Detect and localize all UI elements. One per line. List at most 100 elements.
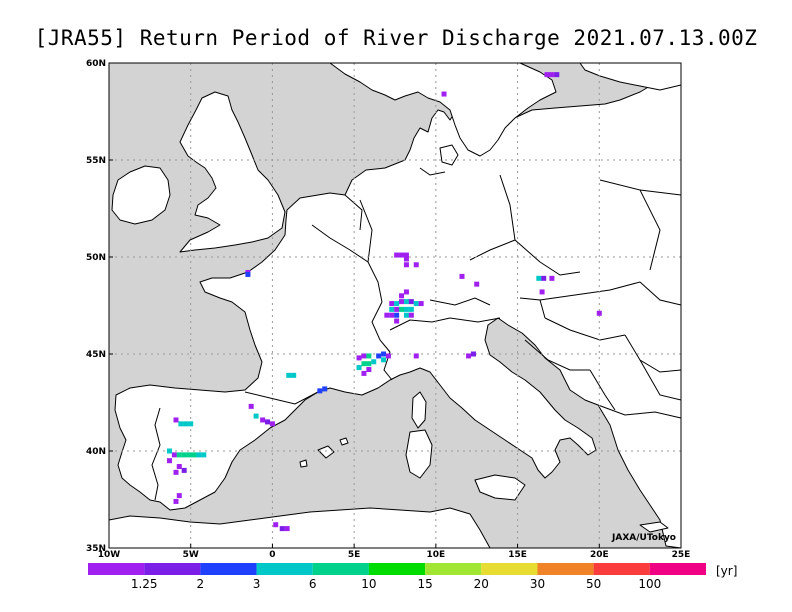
- border-bulgaria: [639, 359, 682, 401]
- discharge-marker: [201, 452, 207, 458]
- discharge-marker: [322, 386, 328, 392]
- border-spain-france: [244, 391, 319, 405]
- border-netherlands: [344, 194, 363, 231]
- lon-label: 5W: [183, 550, 199, 560]
- legend-swatch: [88, 563, 145, 575]
- land-sicily: [474, 474, 526, 501]
- discharge-marker: [554, 72, 560, 78]
- discharge-marker: [389, 301, 395, 307]
- land-corsica: [411, 391, 427, 429]
- discharge-marker: [381, 357, 387, 363]
- lat-label: 55N: [86, 156, 106, 166]
- lat-label: 35N: [86, 544, 106, 554]
- land-great-britain: [179, 91, 286, 253]
- lon-label: 5E: [348, 550, 360, 560]
- discharge-marker: [549, 275, 555, 281]
- discharge-marker: [356, 365, 362, 371]
- border-spain-portugal: [151, 407, 161, 501]
- discharge-marker: [176, 493, 182, 499]
- discharge-marker: [418, 301, 424, 307]
- legend-label: 10: [361, 577, 376, 591]
- legend-unit: [yr]: [716, 564, 737, 578]
- legend-label: 2: [197, 577, 205, 591]
- legend-labels: 1.25 2 3 6 10 15 20 30 50 100: [131, 577, 661, 591]
- discharge-marker: [176, 464, 182, 470]
- discharge-marker: [381, 351, 387, 357]
- legend-label: 3: [253, 577, 261, 591]
- lat-label: 50N: [86, 253, 106, 263]
- legend-swatch: [593, 563, 650, 575]
- discharge-marker: [173, 469, 179, 475]
- discharge-marker: [541, 275, 547, 281]
- color-legend: [88, 563, 706, 575]
- discharge-marker: [181, 452, 187, 458]
- border-germany-austria: [429, 297, 491, 306]
- land-north-africa: [108, 507, 491, 549]
- discharge-marker: [186, 452, 192, 458]
- discharge-marker: [361, 361, 367, 367]
- legend-swatch: [200, 563, 257, 575]
- discharge-marker: [394, 306, 400, 312]
- legend-swatch: [144, 563, 201, 575]
- lat-label: 45N: [86, 350, 106, 360]
- land-greek-isles: [639, 521, 669, 533]
- discharge-marker: [408, 306, 414, 312]
- discharge-marker: [399, 306, 405, 312]
- discharge-marker: [413, 301, 419, 307]
- border-germany-north: [359, 199, 373, 263]
- border-balkans-2: [589, 369, 616, 411]
- discharge-marker: [403, 252, 409, 258]
- border-france-belgium: [311, 224, 369, 263]
- discharge-marker: [166, 458, 172, 464]
- discharge-marker: [191, 452, 197, 458]
- discharge-marker: [196, 452, 202, 458]
- discharge-marker: [317, 388, 323, 394]
- land-mallorca: [317, 445, 335, 459]
- legend-label: 1.25: [131, 577, 158, 591]
- border-romania: [639, 281, 682, 306]
- discharge-marker: [273, 522, 279, 528]
- lon-label: 20E: [590, 550, 609, 560]
- discharge-marker: [176, 452, 182, 458]
- border-france-germany: [367, 261, 383, 303]
- discharge-marker: [181, 467, 187, 473]
- discharge-marker: [470, 351, 476, 357]
- discharge-marker: [408, 299, 414, 305]
- discharge-marker: [403, 299, 409, 305]
- legend-swatch: [649, 563, 706, 575]
- map-frame: [108, 62, 682, 549]
- lat-label: 40N: [86, 447, 106, 457]
- border-denmark: [419, 167, 446, 176]
- border-slovakia-hungary: [539, 281, 641, 301]
- discharge-marker: [399, 293, 405, 299]
- discharge-marker: [291, 372, 297, 378]
- discharge-marker: [265, 419, 271, 425]
- discharge-markers: [166, 72, 602, 532]
- legend-swatch: [481, 563, 538, 575]
- lon-label: 10E: [427, 550, 446, 560]
- discharge-marker: [399, 299, 405, 305]
- border-greece: [597, 404, 682, 419]
- legend-label: 15: [417, 577, 432, 591]
- discharge-marker: [371, 359, 377, 365]
- legend-label: 50: [586, 577, 601, 591]
- land-ireland: [111, 165, 171, 225]
- land-zealand: [439, 144, 459, 166]
- discharge-marker: [394, 318, 400, 324]
- latitude-labels: 60N 55N 50N 45N 40N 35N: [86, 59, 113, 554]
- discharge-marker: [178, 421, 184, 427]
- legend-label: 100: [638, 577, 661, 591]
- border-czech-slovakia: [539, 261, 581, 276]
- legend-label: 30: [530, 577, 545, 591]
- border-balkans-1: [524, 339, 590, 371]
- border-austria-hungary: [519, 297, 546, 319]
- discharge-marker: [394, 312, 400, 318]
- discharge-marker: [459, 273, 465, 279]
- discharge-marker: [385, 353, 391, 359]
- discharge-marker: [536, 275, 542, 281]
- land-menorca: [339, 437, 349, 446]
- legend-swatch: [425, 563, 482, 575]
- discharge-marker: [399, 252, 405, 258]
- discharge-marker: [269, 421, 275, 427]
